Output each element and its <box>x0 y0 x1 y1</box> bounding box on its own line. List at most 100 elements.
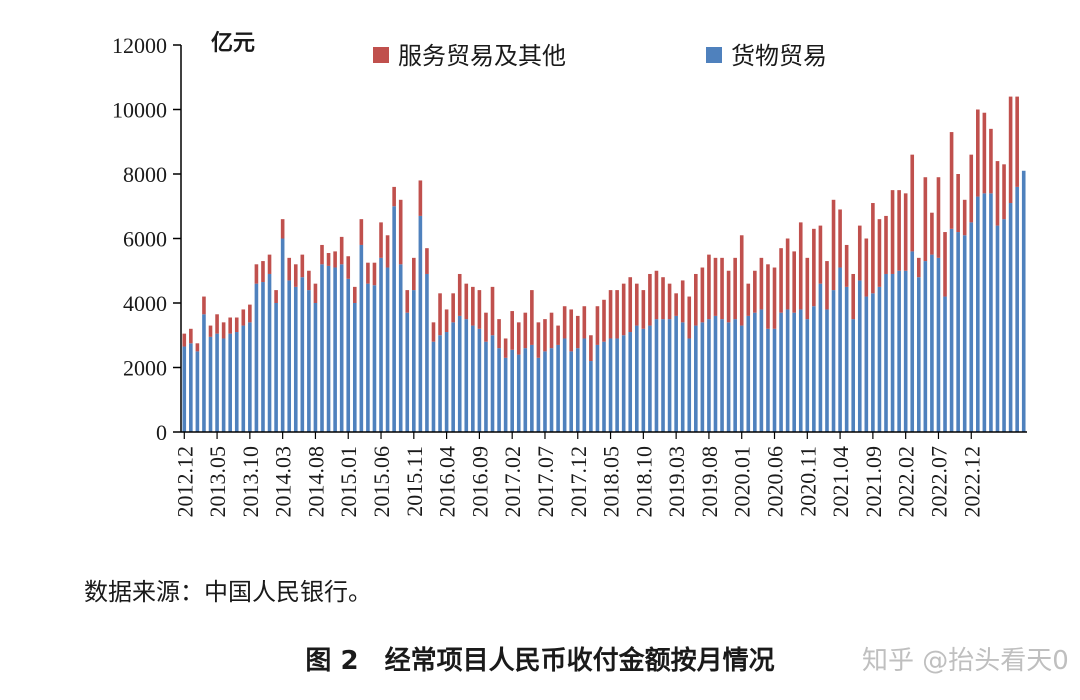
bar-services <box>287 257 292 281</box>
x-tick-label: 2022.02 <box>894 446 919 518</box>
bar-goods <box>543 351 547 432</box>
bar-goods <box>903 270 908 432</box>
bar-services <box>339 236 344 265</box>
bar-goods <box>654 319 659 432</box>
bar-services <box>451 293 455 323</box>
bar-services <box>864 238 869 297</box>
bar-goods <box>221 338 226 432</box>
bar-services <box>982 112 987 194</box>
bar-services <box>313 283 318 303</box>
y-tick-label: 2000 <box>123 356 167 381</box>
x-tick-label: 2016.04 <box>435 446 460 518</box>
bar-services <box>241 309 246 326</box>
bar-services <box>372 262 377 286</box>
bar-goods <box>405 312 410 432</box>
bar-goods <box>234 332 239 432</box>
bar-services <box>831 199 836 291</box>
bar-goods <box>582 338 587 432</box>
bar-goods <box>982 193 987 432</box>
bar-services <box>884 215 888 274</box>
bar-services <box>956 174 960 233</box>
bar-services <box>595 306 600 345</box>
bar-services <box>969 154 974 223</box>
x-tick-label: 2020.01 <box>730 446 755 518</box>
bar-services <box>857 225 862 281</box>
bar-services <box>798 222 803 310</box>
bar-services <box>739 235 744 326</box>
bar-goods <box>995 225 1000 432</box>
bar-goods <box>877 286 882 432</box>
bar-goods <box>208 336 213 432</box>
bar-goods <box>366 283 370 432</box>
bar-services <box>838 209 842 268</box>
bar-goods <box>457 315 462 432</box>
bar-goods <box>700 322 705 432</box>
bar-services <box>464 283 469 320</box>
x-tick-label: 2014.03 <box>271 446 296 518</box>
bar-goods <box>726 322 731 432</box>
x-tick-label: 2012.12 <box>172 446 197 518</box>
bar-goods <box>274 303 278 432</box>
bar-goods <box>667 319 672 432</box>
bar-goods <box>339 264 344 432</box>
bar-services <box>215 314 219 334</box>
bar-goods <box>962 235 967 432</box>
bar-services <box>182 333 187 347</box>
bar-goods <box>569 351 574 432</box>
bar-services <box>608 290 613 339</box>
bar-services <box>1015 96 1019 187</box>
bar-goods <box>733 319 737 432</box>
bar-goods <box>280 238 285 432</box>
bar-services <box>962 199 967 236</box>
bar-goods <box>890 273 895 432</box>
bar-goods <box>687 338 692 432</box>
bar-services <box>189 328 193 344</box>
bar-goods <box>392 206 396 432</box>
x-tick-label: 2017.02 <box>500 446 525 518</box>
bar-services <box>641 290 646 329</box>
bar-goods <box>720 319 724 432</box>
bar-services <box>674 293 678 316</box>
bar-services <box>844 244 849 287</box>
bar-services <box>602 299 606 342</box>
bar-goods <box>307 290 311 432</box>
x-tick-label: 2019.08 <box>697 446 722 518</box>
bar-goods <box>562 338 567 432</box>
bar-services <box>549 312 554 349</box>
bar-services <box>543 319 547 352</box>
y-tick-label: 0 <box>156 420 167 445</box>
bar-goods <box>674 315 678 432</box>
bar-goods <box>595 344 600 432</box>
bar-services <box>766 264 770 329</box>
bar-services <box>753 270 757 313</box>
bar-services <box>943 232 947 297</box>
x-tick-label: 2018.10 <box>631 446 656 518</box>
x-tick-label: 2015.06 <box>369 446 394 518</box>
bar-services <box>497 319 501 349</box>
bar-goods <box>844 286 849 432</box>
bar-goods <box>300 277 305 432</box>
bar-goods <box>884 273 888 432</box>
x-tick-label: 2022.07 <box>926 446 951 518</box>
bar-goods <box>825 309 829 432</box>
bar-goods <box>451 322 455 432</box>
bar-services <box>248 304 252 323</box>
bar-goods <box>379 257 383 432</box>
x-tick-label: 2014.08 <box>303 446 328 518</box>
bar-goods <box>956 232 960 432</box>
bar-goods <box>936 257 941 432</box>
bar-services <box>392 186 396 207</box>
bar-services <box>621 283 626 336</box>
x-tick-label: 2015.11 <box>402 446 427 517</box>
bar-services <box>307 270 311 291</box>
bar-services <box>575 315 580 349</box>
x-tick-label: 2021.09 <box>861 446 886 518</box>
bar-goods <box>923 261 928 432</box>
bar-services <box>431 322 436 342</box>
bar-goods <box>464 319 469 432</box>
bar-goods <box>851 319 856 432</box>
bar-goods <box>602 341 606 432</box>
bar-services <box>825 261 829 310</box>
bar-goods <box>510 349 514 432</box>
bar-goods <box>352 303 357 432</box>
